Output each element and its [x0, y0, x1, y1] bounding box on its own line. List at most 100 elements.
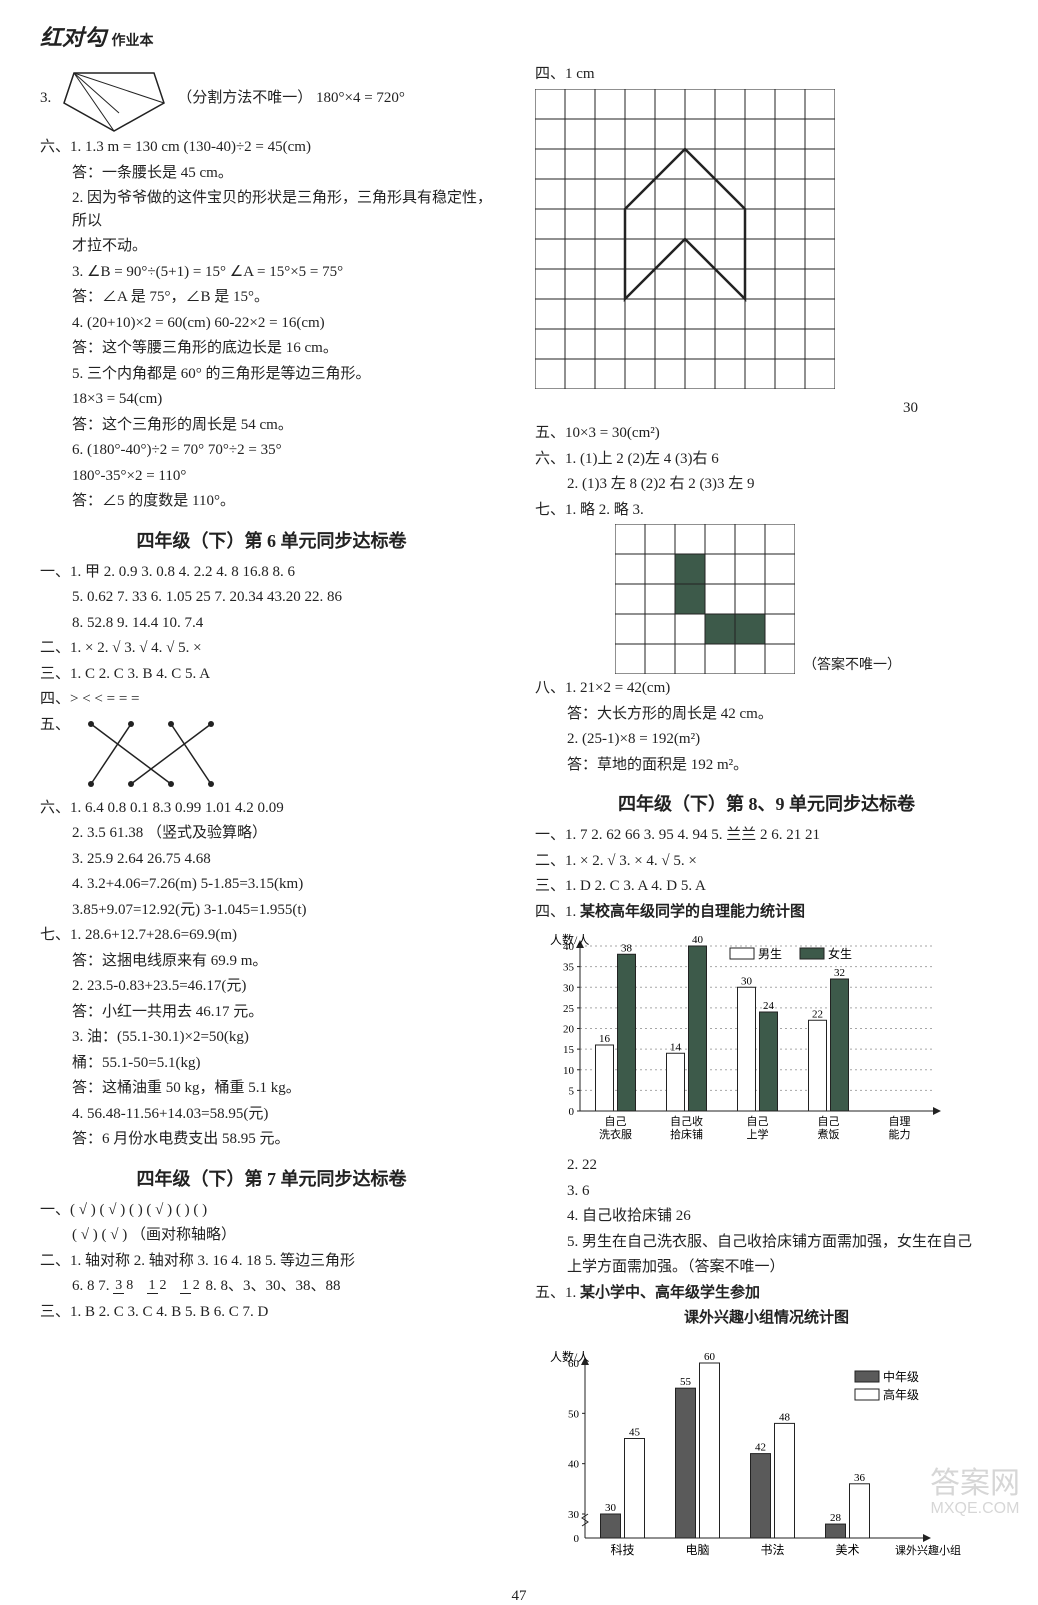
u6-si: 四、> < < = = =	[40, 688, 503, 711]
svg-text:高年级: 高年级	[883, 1387, 919, 1402]
r-liu-a: 六、1. (1)上 2 (2)左 4 (3)右 6	[535, 448, 998, 471]
l-six-5b: 18×3 = 54(cm)	[40, 388, 503, 411]
svg-text:拾床铺: 拾床铺	[670, 1127, 703, 1141]
svg-text:0: 0	[574, 1533, 580, 1545]
svg-text:书法: 书法	[760, 1543, 784, 1557]
chart1-title: 某校高年级同学的自理能力统计图	[580, 904, 805, 920]
svg-text:40: 40	[563, 941, 575, 953]
pentagon-split-diagram	[59, 63, 169, 133]
svg-text:22: 22	[812, 1008, 823, 1020]
u6-liu-b: 2. 3.5 61.38 （竖式及验算略）	[40, 822, 503, 845]
l-six-4b: 答：这个等腰三角形的底边长是 16 cm。	[40, 337, 503, 360]
matching-diagram	[76, 714, 236, 794]
svg-text:煮饭: 煮饭	[818, 1128, 840, 1141]
unit6-title: 四年级（下）第 6 单元同步达标卷	[40, 527, 503, 553]
u7-er-b: 6. 8 7. 38 12 12 8. 8、3、30、38、88	[40, 1275, 503, 1298]
u89-si5b: 上学方面需加强。（答案不唯一）	[535, 1256, 998, 1279]
u6-liu-c: 3. 25.9 2.64 26.75 4.68	[40, 848, 503, 871]
svg-text:32: 32	[834, 967, 845, 979]
u7-yi-a: 一、( √ ) ( √ ) ( ) ( √ ) ( ) ( )	[40, 1199, 503, 1222]
svg-text:14: 14	[670, 1041, 682, 1053]
svg-text:40: 40	[568, 1458, 580, 1470]
u6-qi-b: 2. 23.5-0.83+23.5=46.17(元)	[40, 975, 503, 998]
r-qi-label: 七、1. 略 2. 略 3.	[535, 499, 644, 522]
l-six-2b: 才拉不动。	[40, 235, 503, 258]
r-ba-b: 2. (25-1)×8 = 192(m²)	[535, 728, 998, 751]
left-column: 3. （分割方法不唯一） 180°×4 = 720° 六、1. 1.3 m = …	[40, 60, 503, 1578]
u6-san: 三、1. C 2. C 3. B 4. C 5. A	[40, 663, 503, 686]
svg-text:50: 50	[568, 1408, 580, 1420]
u6-liu-a: 六、1. 6.4 0.8 0.1 8.3 0.99 1.01 4.2 0.09	[40, 797, 503, 820]
svg-text:40: 40	[692, 934, 704, 946]
u7-yi-b: ( √ ) ( √ ) （画对称轴略）	[40, 1224, 503, 1247]
u6-yi-b: 5. 0.62 7. 33 6. 1.05 25 7. 20.34 43.20 …	[40, 586, 503, 609]
svg-text:16: 16	[599, 1033, 611, 1045]
u89-si5a: 5. 男生在自己洗衣服、自己收拾床铺方面需加强，女生在自己	[535, 1231, 998, 1254]
header-main: 红对勾	[40, 25, 106, 50]
u6-yi-c: 8. 52.8 9. 14.4 10. 7.4	[40, 612, 503, 635]
chart2-bar: 人数/人030405060中年级高年级课外兴趣小组3045科技5560电脑424…	[535, 1333, 965, 1573]
u89-er: 二、1. × 2. √ 3. × 4. √ 5. ×	[535, 850, 998, 873]
u6-liu-d: 4. 3.2+4.06=7.26(m) 5-1.85=3.15(km)	[40, 873, 503, 896]
svg-text:10: 10	[563, 1065, 575, 1077]
chart2-title-a: 某小学中、高年级学生参加	[580, 1285, 760, 1301]
svg-text:48: 48	[779, 1411, 791, 1423]
u89-si4: 4. 自己收拾床铺 26	[535, 1205, 998, 1228]
grid-house-diagram	[535, 89, 835, 389]
svg-text:30: 30	[741, 975, 753, 987]
svg-text:24: 24	[763, 1000, 775, 1012]
l-six-6a: 6. (180°-40°)÷2 = 70° 70°÷2 = 35°	[40, 439, 503, 462]
svg-text:55: 55	[680, 1376, 692, 1388]
r-grid-caption: 30	[535, 397, 998, 420]
l-six-1b: 答：一条腰长是 45 cm。	[40, 162, 503, 185]
svg-text:洗衣服: 洗衣服	[599, 1127, 632, 1141]
page-header: 红对勾 作业本	[40, 20, 998, 52]
u89-si2: 2. 22	[535, 1154, 998, 1177]
u89-yi: 一、1. 7 2. 62 66 3. 95 4. 94 5. 兰兰 2 6. 2…	[535, 824, 998, 847]
svg-text:20: 20	[563, 1024, 575, 1036]
svg-text:上学: 上学	[747, 1127, 769, 1141]
header-sub: 作业本	[112, 34, 154, 49]
r-si-label: 四、1 cm	[535, 63, 998, 86]
r-liu-b: 2. (1)3 左 8 (2)2 右 2 (3)3 左 9	[535, 473, 998, 496]
svg-text:5: 5	[569, 1085, 575, 1097]
svg-text:30: 30	[563, 982, 575, 994]
svg-text:38: 38	[621, 942, 633, 954]
svg-text:35: 35	[563, 962, 575, 974]
l-six-5c: 答：这个三角形的周长是 54 cm。	[40, 414, 503, 437]
u6-qi-b2: 答：小红一共用去 46.17 元。	[40, 1001, 503, 1024]
svg-text:自理: 自理	[889, 1115, 911, 1128]
svg-text:自己收: 自己收	[670, 1114, 703, 1128]
svg-text:30: 30	[568, 1509, 580, 1521]
chart2-title-b: 课外兴趣小组情况统计图	[684, 1310, 849, 1326]
l-six-3a: 3. ∠B = 90°÷(5+1) = 15° ∠A = 15°×5 = 75°	[40, 261, 503, 284]
svg-text:42: 42	[755, 1441, 766, 1453]
u6-qi-c2: 桶：55.1-50=5.1(kg)	[40, 1052, 503, 1075]
svg-text:15: 15	[563, 1044, 575, 1056]
unit89-title: 四年级（下）第 8、9 单元同步达标卷	[535, 790, 998, 816]
r-wu: 五、10×3 = 30(cm²)	[535, 422, 998, 445]
q3-num: 3.	[40, 87, 51, 110]
svg-text:电脑: 电脑	[685, 1543, 709, 1557]
svg-text:28: 28	[830, 1512, 842, 1524]
q3-note: （分割方法不唯一） 180°×4 = 720°	[177, 87, 405, 110]
l-six-3b: 答：∠A 是 75°，∠B 是 15°。	[40, 286, 503, 309]
u89-wu-label: 五、1.	[535, 1285, 576, 1301]
right-column: 四、1 cm 30 五、10×3 = 30(cm²) 六、1. (1)上 2 (…	[535, 60, 998, 1578]
l-six-6c: 答：∠5 的度数是 110°。	[40, 490, 503, 513]
l-six-5a: 5. 三个内角都是 60° 的三角形是等边三角形。	[40, 363, 503, 386]
l-six-6b: 180°-35°×2 = 110°	[40, 465, 503, 488]
svg-text:0: 0	[569, 1106, 575, 1118]
u6-qi-d2: 答：6 月份水电费支出 58.95 元。	[40, 1128, 503, 1151]
svg-text:自己: 自己	[605, 1115, 627, 1128]
u89-san: 三、1. D 2. C 3. A 4. D 5. A	[535, 875, 998, 898]
svg-text:能力: 能力	[889, 1127, 911, 1141]
u6-qi-d: 4. 56.48-11.56+14.03=58.95(元)	[40, 1103, 503, 1126]
u6-liu-e: 3.85+9.07=12.92(元) 3-1.045=1.955(t)	[40, 899, 503, 922]
r-qi-note: （答案不唯一）	[803, 654, 901, 674]
u7-san: 三、1. B 2. C 3. C 4. B 5. B 6. C 7. D	[40, 1301, 503, 1324]
unit7-title: 四年级（下）第 7 单元同步达标卷	[40, 1165, 503, 1191]
u89-si3: 3. 6	[535, 1180, 998, 1203]
svg-text:60: 60	[704, 1351, 716, 1363]
r-ba-a2: 答：大长方形的周长是 42 cm。	[535, 703, 998, 726]
